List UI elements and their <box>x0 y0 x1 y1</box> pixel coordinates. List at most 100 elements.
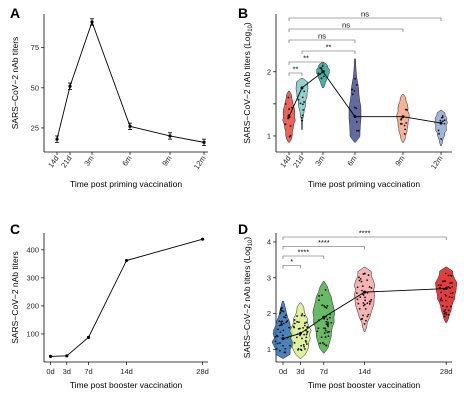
x-tick-label: 9m <box>393 154 406 168</box>
x-tick-label: 14d <box>278 154 293 169</box>
jitter-point <box>449 287 451 290</box>
jitter-point <box>286 320 289 322</box>
jitter-point <box>370 298 373 301</box>
jitter-point <box>330 321 333 324</box>
jitter-point <box>274 340 277 343</box>
jitter-point <box>301 114 304 117</box>
x-tick-label: 21d <box>59 154 74 169</box>
jitter-point <box>406 108 408 111</box>
median-point <box>287 115 291 119</box>
jitter-point <box>449 305 452 308</box>
jitter-point <box>297 98 300 101</box>
jitter-point <box>323 343 326 345</box>
jitter-point <box>289 134 292 137</box>
y-tick-label: 400 <box>26 245 39 254</box>
jitter-point <box>364 307 367 310</box>
jitter-point <box>301 96 304 99</box>
data-point <box>202 140 206 144</box>
violin <box>354 266 376 332</box>
jitter-point <box>327 321 329 324</box>
jitter-point <box>354 106 356 109</box>
x-tick-label: 6m <box>345 154 358 168</box>
jitter-point <box>283 316 285 318</box>
panel-d: D 1 2 3 4 0d 3d 7d 14d 28d Time post booster vacci… <box>238 221 458 390</box>
data-point <box>68 84 72 88</box>
x-tick-label: 21d <box>291 154 306 169</box>
jitter-point <box>306 325 309 328</box>
median-point <box>444 287 448 291</box>
series-line <box>56 20 205 143</box>
x-tick-label: 28d <box>196 367 209 376</box>
jitter-point <box>404 128 407 131</box>
significance-label: * <box>290 257 293 266</box>
jitter-point <box>293 341 296 344</box>
y-axis-label: SARS−CoV−2 nAb titers (Log10) <box>242 22 254 144</box>
significance-label: ns <box>318 32 326 41</box>
jitter-point <box>443 310 445 313</box>
jitter-point <box>367 313 370 316</box>
jitter-point <box>320 77 323 80</box>
x-tick-label: 0d <box>279 367 287 376</box>
jitter-point <box>300 314 303 317</box>
jitter-point <box>279 331 282 334</box>
jitter-point <box>366 315 369 318</box>
data-point <box>200 237 205 241</box>
jitter-point <box>284 123 287 126</box>
jitter-point <box>450 282 453 284</box>
jitter-point <box>449 282 452 285</box>
jitter-point <box>318 295 320 297</box>
jitter-point <box>443 312 446 315</box>
significance-bracket <box>282 255 325 259</box>
jitter-point <box>303 101 305 103</box>
jitter-point <box>447 309 450 312</box>
jitter-point <box>325 306 328 309</box>
jitter-point <box>285 321 288 324</box>
data-point <box>124 258 129 263</box>
jitter-point <box>362 304 365 307</box>
jitter-point <box>324 329 327 332</box>
x-tick-label: 9m <box>160 154 173 168</box>
jitter-point <box>302 343 305 346</box>
x-tick-label: 6m <box>120 154 133 168</box>
jitter-point <box>301 313 304 315</box>
jitter-point <box>361 285 364 288</box>
data-point <box>90 20 94 24</box>
jitter-point <box>440 284 442 287</box>
jitter-point <box>296 315 299 317</box>
significance-bracket <box>301 50 356 54</box>
jitter-point <box>305 336 308 339</box>
jitter-point <box>366 302 369 305</box>
jitter-point <box>298 321 300 323</box>
significance-label: **** <box>318 238 330 247</box>
jitter-point <box>437 284 440 287</box>
median-point <box>353 115 357 119</box>
jitter-point <box>356 298 359 301</box>
jitter-point <box>284 351 287 354</box>
jitter-point <box>443 315 446 318</box>
jitter-point <box>356 129 358 132</box>
jitter-point <box>441 305 444 307</box>
jitter-point <box>275 334 278 337</box>
jitter-point <box>324 306 327 309</box>
jitter-point <box>274 335 277 338</box>
jitter-point <box>276 342 279 345</box>
y-tick-label: 25 <box>31 123 39 132</box>
jitter-point <box>302 326 304 329</box>
jitter-point <box>279 311 282 314</box>
median-point <box>300 86 304 90</box>
jitter-point <box>305 321 308 324</box>
significance-bracket <box>288 39 356 43</box>
jitter-point <box>445 311 447 314</box>
jitter-point <box>403 132 406 135</box>
violin <box>434 110 448 146</box>
jitter-point <box>440 138 443 140</box>
jitter-point <box>317 327 320 330</box>
jitter-point <box>325 323 328 326</box>
y-tick-label: 75 <box>31 43 39 52</box>
data-point <box>128 124 132 128</box>
jitter-point <box>293 326 296 329</box>
jitter-point <box>305 343 308 345</box>
violin <box>295 77 309 130</box>
